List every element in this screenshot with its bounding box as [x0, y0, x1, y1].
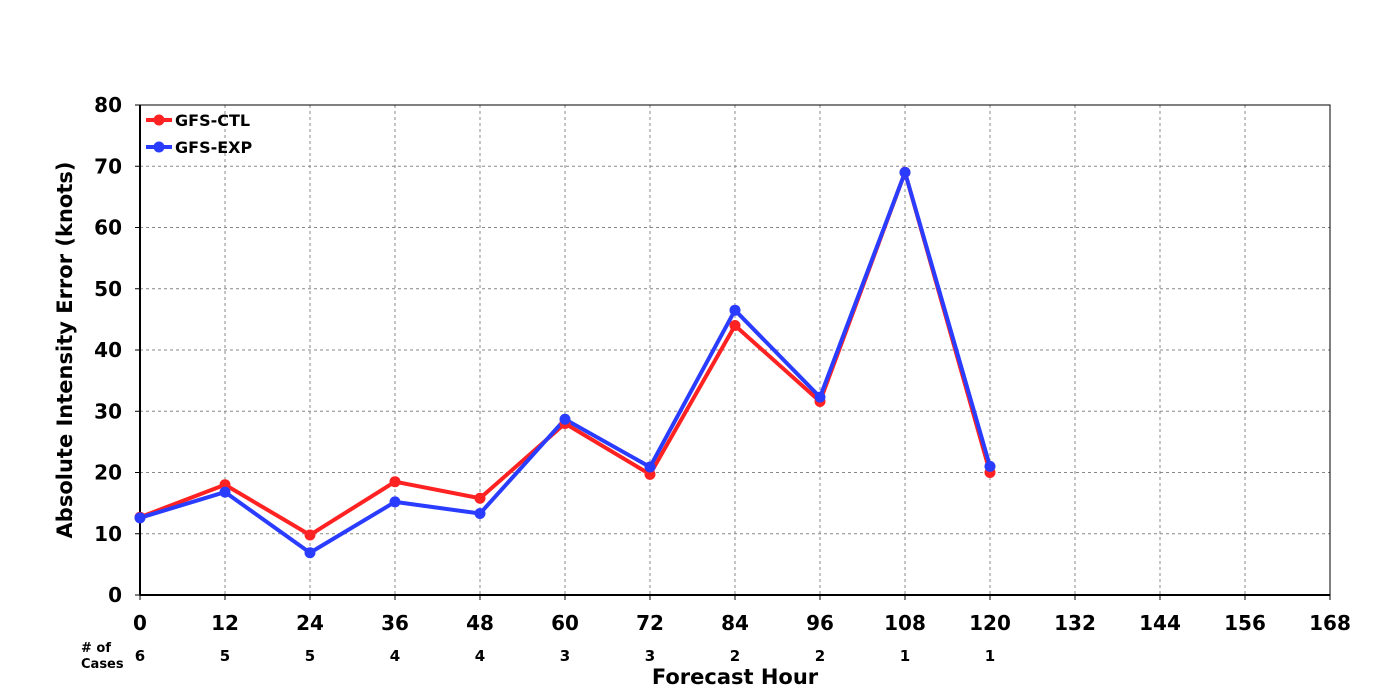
- x-tick-label: 132: [1054, 611, 1096, 635]
- x-tick-label: 96: [806, 611, 834, 635]
- x-tick-label: 144: [1139, 611, 1181, 635]
- case-count-label: 1: [900, 647, 910, 665]
- legend-marker-gfs-exp: [153, 141, 165, 153]
- x-tick-label: 108: [884, 611, 926, 635]
- y-tick-label: 40: [94, 338, 122, 362]
- legend-label: GFS-EXP: [175, 138, 252, 157]
- x-axis-title: Forecast Hour: [652, 665, 819, 689]
- case-count-label: 3: [645, 647, 655, 665]
- case-count-label: 2: [730, 647, 740, 665]
- data-point-gfs-exp: [729, 304, 741, 316]
- case-count-label: 6: [135, 647, 145, 665]
- data-point-gfs-exp: [389, 496, 401, 508]
- y-tick-label: 0: [108, 583, 122, 607]
- legend: GFS-CTL GFS-EXP: [146, 111, 252, 157]
- case-count-label: 2: [815, 647, 825, 665]
- x-tick-label: 12: [211, 611, 239, 635]
- x-tick-label: 48: [466, 611, 494, 635]
- legend-marker-gfs-ctl: [153, 114, 165, 126]
- x-tick-label: 168: [1309, 611, 1351, 635]
- data-point-gfs-ctl: [389, 476, 401, 488]
- data-point-gfs-ctl: [474, 492, 486, 504]
- case-count-label: 3: [560, 647, 570, 665]
- cases-title-line1: # of: [81, 641, 111, 656]
- x-tick-label: 24: [296, 611, 324, 635]
- x-tick-labels: 0 12 24 36 48 60 72 84 96 108 120 132 144 156 168: [133, 611, 1351, 635]
- data-point-gfs-exp: [474, 508, 486, 520]
- y-tick-labels: 0 10 20 30 40 50 60 70 80: [94, 93, 122, 607]
- case-count-label: 4: [390, 647, 400, 665]
- x-tick-label: 0: [133, 611, 147, 635]
- y-tick-label: 50: [94, 277, 122, 301]
- data-point-gfs-exp: [984, 460, 996, 472]
- case-count-label: 5: [305, 647, 315, 665]
- y-axis-title: Absolute Intensity Error (knots): [53, 162, 77, 539]
- grid-lines: [135, 104, 1331, 600]
- x-tick-label: 60: [551, 611, 579, 635]
- legend-label: GFS-CTL: [175, 111, 250, 130]
- y-tick-label: 30: [94, 399, 122, 423]
- y-tick-label: 60: [94, 216, 122, 240]
- x-tick-label: 84: [721, 611, 749, 635]
- y-tick-label: 70: [94, 154, 122, 178]
- y-tick-label: 10: [94, 522, 122, 546]
- x-tick-label: 156: [1224, 611, 1266, 635]
- case-count-label: 4: [475, 647, 485, 665]
- data-point-gfs-ctl: [729, 320, 741, 331]
- data-point-gfs-exp: [559, 413, 571, 425]
- series-layer: [134, 166, 996, 559]
- data-point-gfs-ctl: [304, 529, 316, 541]
- cases-row: 6 5 5 4 4 3 3 2 2 1 1: [135, 647, 995, 665]
- case-count-label: 5: [220, 647, 230, 665]
- x-tick-label: 36: [381, 611, 409, 635]
- y-tick-label: 80: [94, 93, 122, 117]
- data-point-gfs-exp: [644, 461, 656, 473]
- case-count-label: 1: [985, 647, 995, 665]
- data-point-gfs-exp: [814, 391, 826, 403]
- data-point-gfs-exp: [219, 486, 231, 498]
- cases-title-line2: Cases: [81, 657, 124, 672]
- data-point-gfs-exp: [899, 166, 911, 178]
- x-tick-label: 72: [636, 611, 664, 635]
- data-point-gfs-exp: [134, 512, 146, 524]
- x-tick-label: 120: [969, 611, 1011, 635]
- y-tick-label: 20: [94, 461, 122, 485]
- data-point-gfs-exp: [304, 547, 316, 559]
